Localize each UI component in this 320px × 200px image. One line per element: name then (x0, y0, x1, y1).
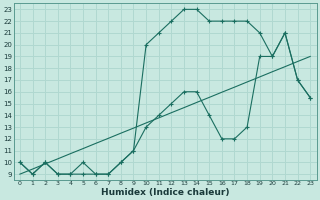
X-axis label: Humidex (Indice chaleur): Humidex (Indice chaleur) (101, 188, 229, 197)
